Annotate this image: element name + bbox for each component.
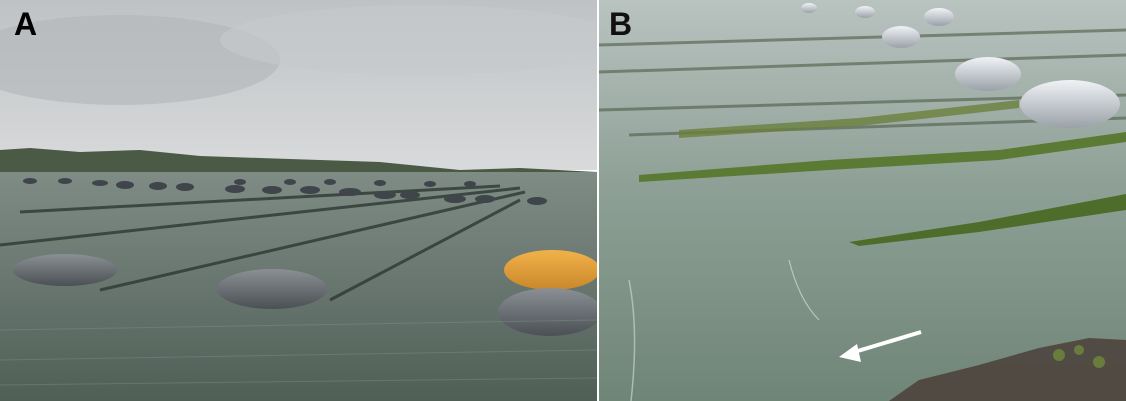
algae-strip-1	[639, 132, 1126, 182]
water	[599, 0, 1126, 401]
float-near-center	[217, 269, 327, 309]
panel-b-photo	[599, 0, 1126, 401]
float-orange	[504, 250, 597, 290]
panel-b: B	[599, 0, 1126, 401]
panel-a-photo	[0, 0, 597, 401]
panel-label-b: B	[609, 6, 633, 42]
white-floats	[801, 3, 1120, 128]
float-near-right	[498, 288, 597, 336]
float-near-left	[13, 254, 117, 286]
seaweed	[889, 338, 1126, 401]
panel-label-a: A	[14, 6, 38, 42]
algae-strip-2	[849, 194, 1126, 246]
distant-floats	[23, 178, 547, 205]
panel-a: A	[0, 0, 597, 401]
white-arrow-icon	[839, 330, 922, 362]
